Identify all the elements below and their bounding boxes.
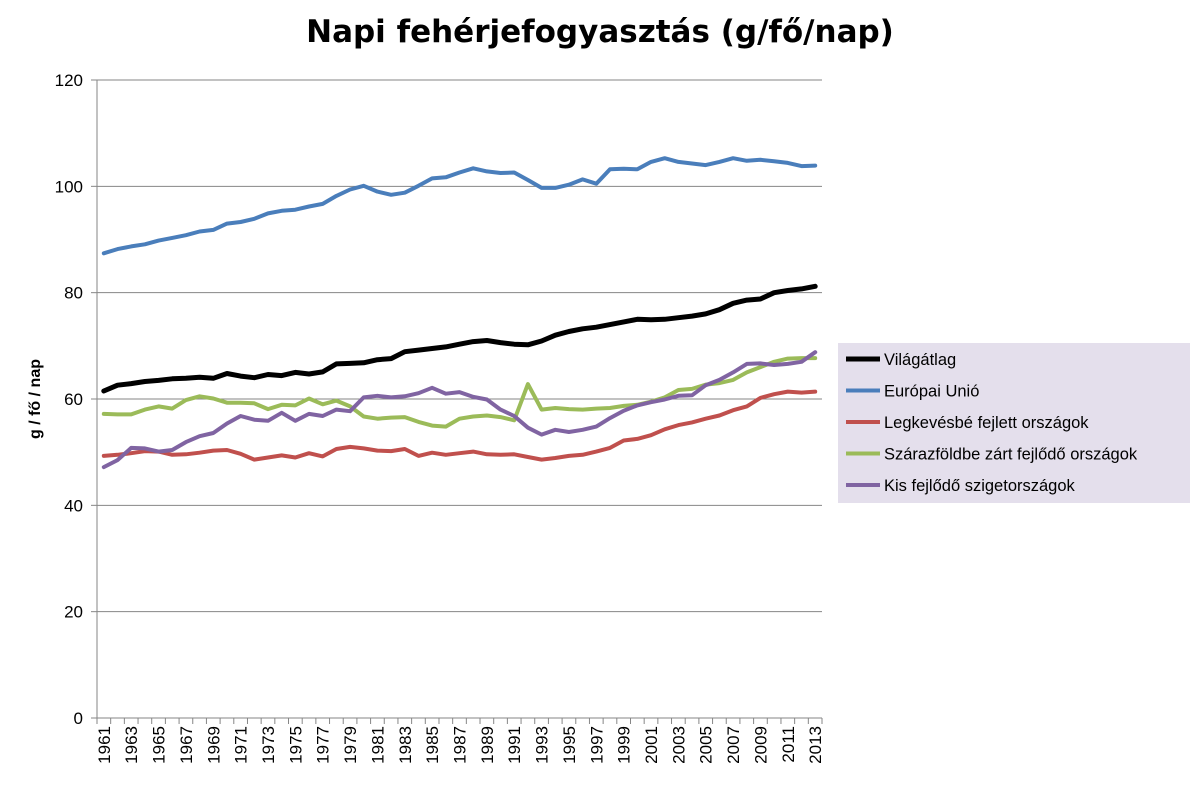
x-tick-label: 1985 — [423, 726, 442, 764]
x-tick-label: 1973 — [259, 726, 278, 764]
series-line — [101, 156, 818, 256]
x-tick-label: 1965 — [150, 726, 169, 764]
x-tick-label: 1999 — [615, 726, 634, 764]
series-line — [101, 283, 818, 394]
x-tick-label: 2003 — [669, 726, 688, 764]
legend-box — [838, 343, 1190, 503]
y-tick-label: 80 — [64, 284, 83, 303]
x-tick-label: 1991 — [505, 726, 524, 764]
x-tick-label: 1997 — [587, 726, 606, 764]
x-tick-label: 1983 — [396, 726, 415, 764]
series-line — [101, 350, 818, 470]
legend: Világátlag Európai Unió Legkevésbé fejlett… — [838, 343, 1190, 503]
y-tick-label: 40 — [64, 496, 83, 515]
series-line — [101, 356, 818, 429]
x-tick-label: 2001 — [642, 726, 661, 764]
x-tick-label: 1969 — [204, 726, 223, 764]
series-line — [101, 389, 818, 462]
x-tick-label: 1977 — [314, 726, 333, 764]
x-tick-label: 1981 — [368, 726, 387, 764]
x-tick-label: 1989 — [478, 726, 497, 764]
y-tick-label: 60 — [64, 390, 83, 409]
x-tick-label: 2009 — [751, 726, 770, 764]
x-tick-label: 2005 — [697, 726, 716, 764]
legend-label: Világátlag — [884, 351, 956, 369]
y-tick-label: 20 — [64, 603, 83, 622]
x-tick-label: 1971 — [232, 726, 251, 764]
x-tick-label: 1967 — [177, 726, 196, 764]
x-tick-label: 2013 — [806, 726, 825, 764]
x-tick-label: 1961 — [95, 726, 114, 764]
y-tick-label: 0 — [74, 709, 83, 728]
x-tick-label: 2007 — [724, 726, 743, 764]
legend-label: Szárazföldbe zárt fejlődő országok — [884, 446, 1138, 464]
x-tick-label: 1995 — [560, 726, 579, 764]
x-tick-label: 1987 — [451, 726, 470, 764]
y-tick-label: 100 — [55, 177, 83, 196]
series-lines — [101, 156, 818, 470]
chart-title: Napi fehérjefogyasztás (g/fő/nap) — [306, 14, 894, 50]
x-tick-label: 1993 — [533, 726, 552, 764]
x-tick-label: 1975 — [286, 726, 305, 764]
y-tick-label: 120 — [55, 71, 83, 90]
axes: 0 20 40 60 80 100 120 1961 1963 1965 1967 1969 1971 1… — [55, 71, 826, 764]
y-axis-title: g / fő / nap — [27, 359, 44, 439]
legend-label: Legkevésbé fejlett országok — [884, 414, 1089, 432]
x-tick-label: 1963 — [122, 726, 141, 764]
legend-label: Kis fejlődő szigetországok — [884, 477, 1076, 495]
x-tick-label: 1979 — [341, 726, 360, 764]
legend-label: Európai Unió — [884, 383, 979, 401]
x-tick-label: 2011 — [779, 726, 798, 763]
